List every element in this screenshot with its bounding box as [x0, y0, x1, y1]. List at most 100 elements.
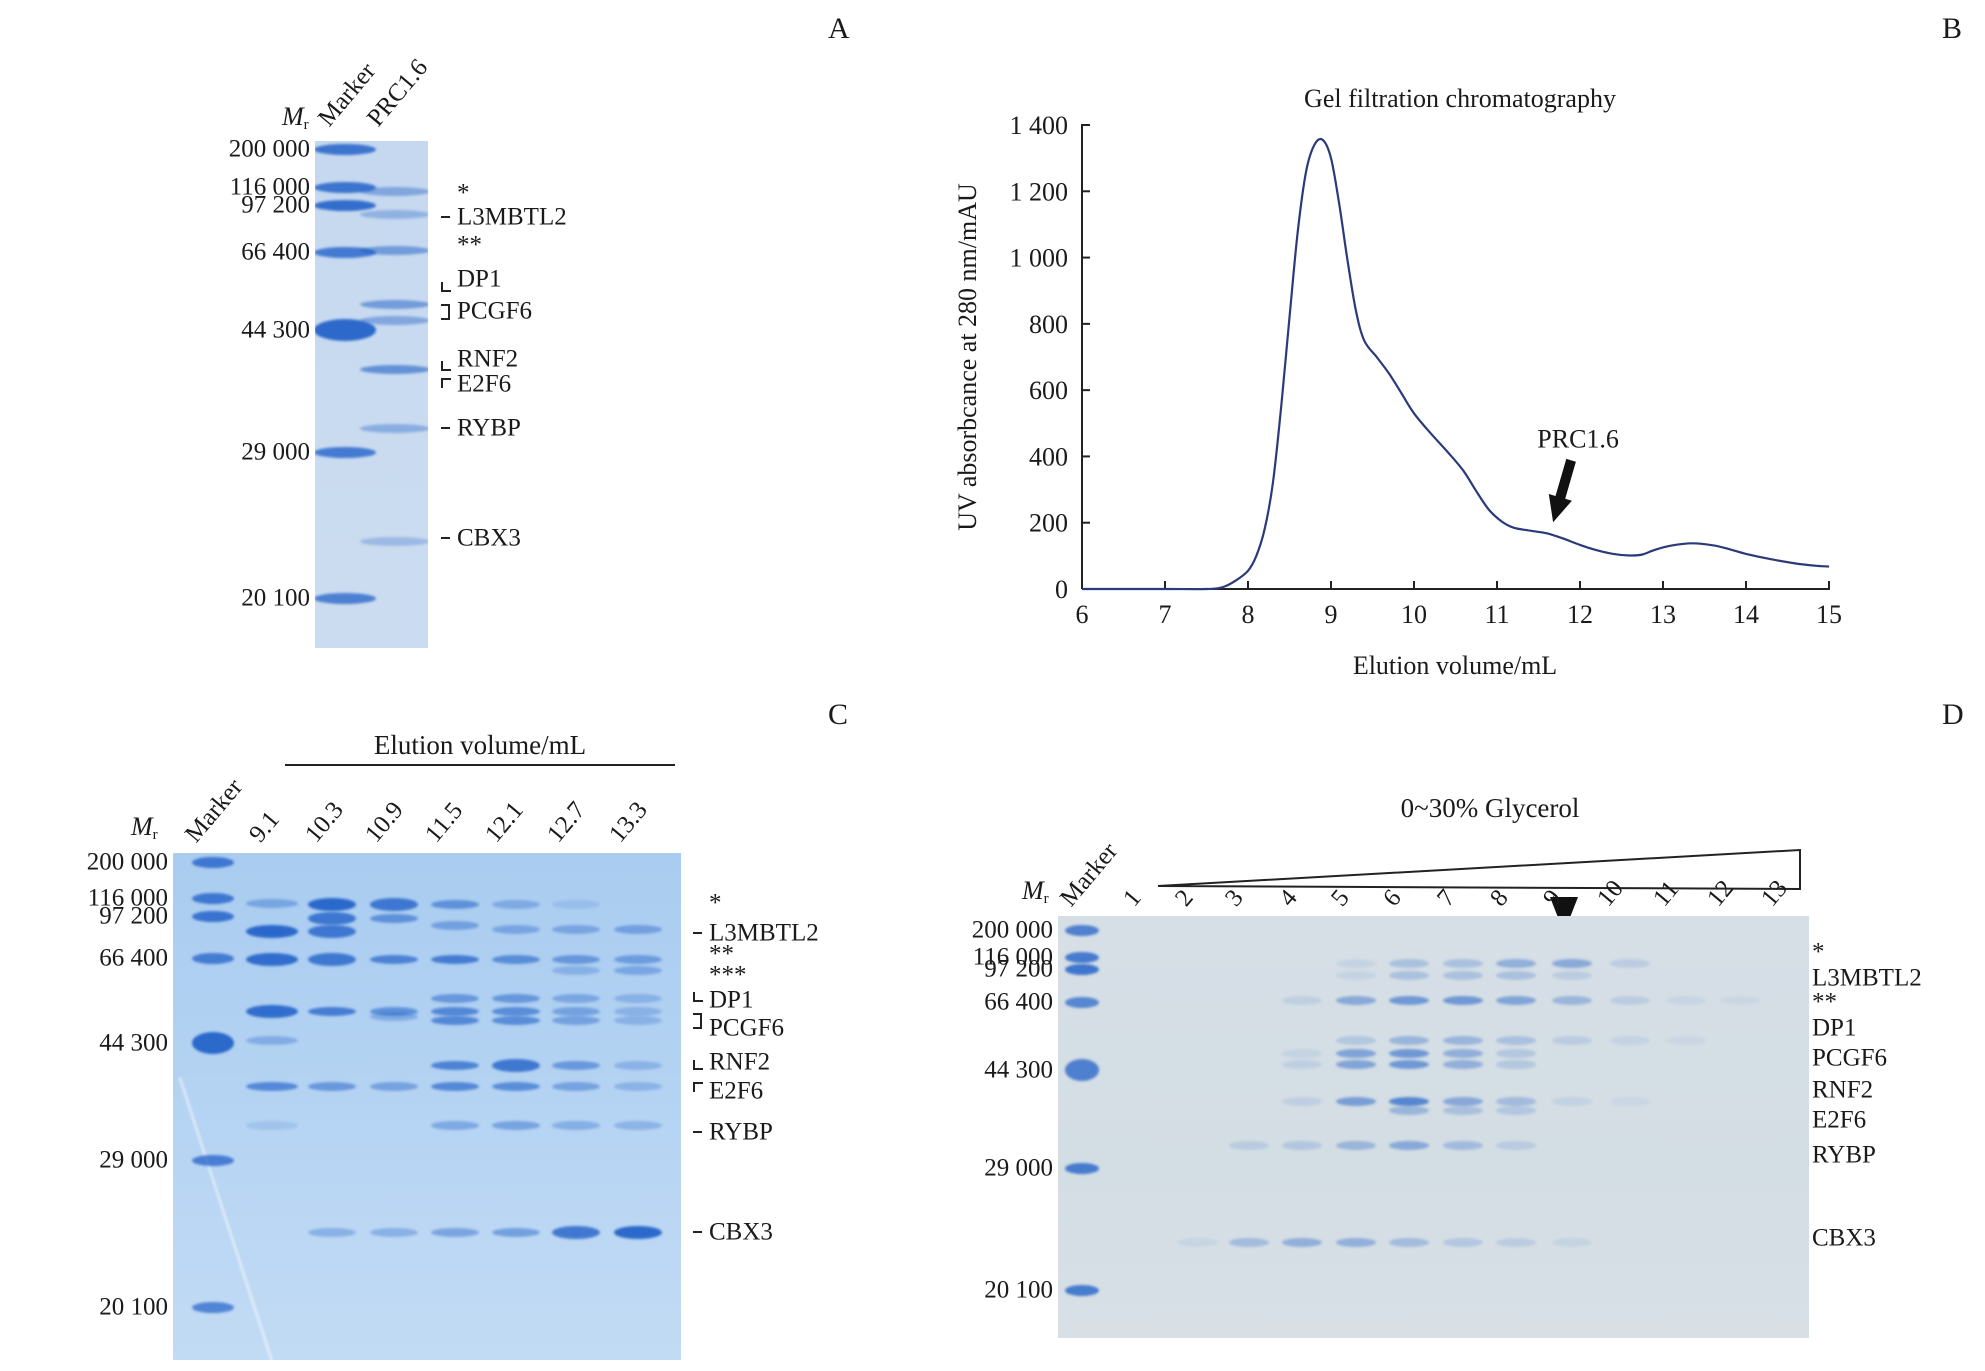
mr-label-a: Mr — [282, 104, 309, 133]
sample-band — [370, 1227, 418, 1237]
sample-band — [552, 1225, 600, 1239]
sample-band — [1552, 970, 1592, 980]
lane-label-12-1: 12.1 — [480, 796, 529, 848]
sample-band — [1282, 1237, 1322, 1247]
sample-band — [1666, 1035, 1706, 1045]
protein-label-pcgf6: PCGF6 — [709, 1014, 785, 1042]
protein-label-rnf2: RNF2 — [457, 345, 519, 373]
label-bracket — [441, 378, 451, 388]
sample-band — [492, 1015, 540, 1025]
sample-band — [1282, 995, 1322, 1005]
marker-band — [315, 592, 376, 604]
marker-band — [192, 1301, 234, 1313]
protein-label-e2f6: E2F6 — [709, 1077, 764, 1105]
chromatogram-chart: Gel filtration chromatography UV absorbc… — [953, 84, 1842, 680]
protein-label-l3mbtl2: L3MBTL2 — [709, 919, 819, 947]
sample-band — [1496, 970, 1536, 980]
protein-label-e2f6: E2F6 — [1812, 1106, 1867, 1134]
sample-band — [492, 1058, 540, 1072]
mw-label-116-000: 116 000 — [972, 943, 1053, 971]
sample-band — [552, 1015, 600, 1025]
sample-band — [1552, 1035, 1592, 1045]
lane-label-13-3: 13.3 — [604, 796, 653, 848]
sample-band — [614, 993, 662, 1003]
mw-label-66-400: 66 400 — [984, 988, 1053, 1016]
sample-band — [431, 954, 479, 964]
gel-d — [1058, 916, 1809, 1338]
sample-band — [360, 423, 428, 433]
sample-band — [552, 924, 600, 934]
protein-label-dp1: DP1 — [457, 265, 502, 293]
x-tick-label: 6 — [1076, 600, 1089, 629]
protein-label-star2: ** — [709, 940, 734, 968]
sample-band — [492, 924, 540, 934]
sample-band — [1496, 958, 1536, 968]
sample-band — [552, 1081, 600, 1091]
sample-band — [1336, 1059, 1376, 1069]
mw-label-66-400: 66 400 — [99, 944, 168, 972]
sample-band — [1336, 970, 1376, 980]
mw-label-29-000: 29 000 — [99, 1146, 168, 1174]
sample-band — [614, 1006, 662, 1016]
marker-band — [192, 1032, 234, 1054]
sample-band — [370, 1081, 418, 1091]
sample-band — [370, 1011, 418, 1021]
sample-band — [246, 952, 298, 966]
sample-band — [308, 1227, 356, 1237]
panel-letter-a: A — [828, 12, 850, 45]
glycerol-header: 0~30% Glycerol — [1400, 793, 1580, 823]
marker-band — [192, 856, 234, 868]
label-bracket — [693, 992, 703, 1002]
label-bracket — [693, 1060, 703, 1070]
sample-band — [246, 898, 298, 908]
sample-band — [431, 920, 479, 930]
lane-label-marker: Marker — [1055, 837, 1124, 912]
sample-band — [431, 1015, 479, 1025]
lane-label-9-1: 9.1 — [244, 806, 285, 848]
annotation-label: PRC1.6 — [1537, 424, 1619, 453]
sample-band — [308, 924, 356, 938]
peak-fraction-marker-icon — [1550, 897, 1578, 933]
sample-band — [1336, 1140, 1376, 1150]
mw-label-29-000: 29 000 — [241, 438, 310, 466]
sample-band — [308, 911, 356, 925]
lane-label-1: 1 — [1118, 884, 1147, 912]
marker-band — [1065, 1059, 1099, 1081]
sample-band — [492, 954, 540, 964]
protein-label-dp1: DP1 — [1812, 1014, 1857, 1042]
sample-band — [552, 1006, 600, 1016]
sample-band — [246, 1120, 298, 1130]
sample-band — [614, 1081, 662, 1091]
y-tick-label: 0 — [1055, 575, 1068, 604]
label-tick — [441, 537, 450, 539]
protein-label-rybp: RYBP — [457, 414, 521, 442]
sample-band — [1443, 1035, 1483, 1045]
elution-header: Elution volume/mL — [373, 730, 587, 760]
sample-band — [492, 1081, 540, 1091]
marker-band — [315, 319, 376, 341]
marker-band — [192, 952, 234, 964]
sample-band — [552, 965, 600, 975]
label-tick — [441, 427, 450, 429]
sample-band — [370, 954, 418, 964]
sample-band — [308, 1006, 356, 1016]
sample-band — [492, 993, 540, 1003]
sample-band — [614, 1015, 662, 1025]
label-bracket — [441, 361, 451, 371]
marker-band — [192, 1154, 234, 1166]
sample-band — [431, 1120, 479, 1130]
mw-label-200-000: 200 000 — [228, 135, 310, 163]
sample-band — [614, 1225, 662, 1239]
marker-band — [315, 246, 376, 258]
mw-label-44-300: 44 300 — [984, 1056, 1053, 1084]
marker-band — [1065, 951, 1099, 963]
sample-band — [1336, 958, 1376, 968]
sample-band — [614, 954, 662, 964]
label-tick — [693, 932, 702, 934]
mw-label-20-100: 20 100 — [984, 1276, 1053, 1304]
sample-band — [308, 952, 356, 966]
mr-sub: r — [1043, 891, 1049, 907]
sample-band — [1229, 1140, 1269, 1150]
sample-band — [1443, 995, 1483, 1005]
y-axis-label: UV absorbcance at 280 nm/mAU — [953, 183, 982, 531]
